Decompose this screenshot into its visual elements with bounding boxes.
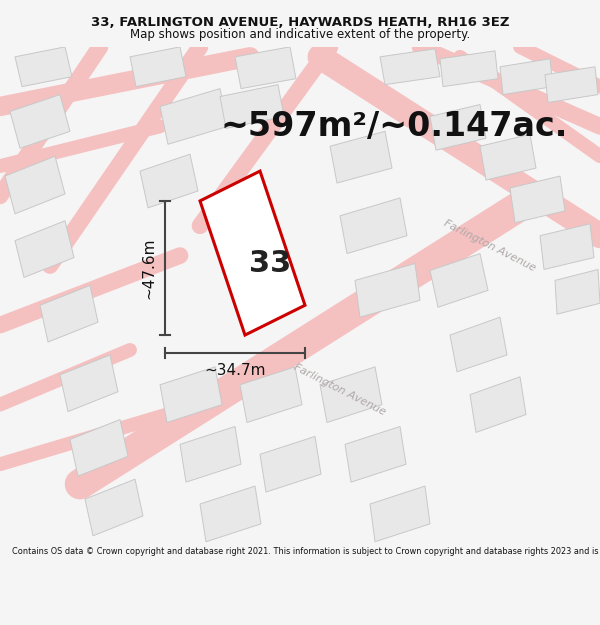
Polygon shape (5, 156, 65, 214)
Polygon shape (480, 134, 536, 180)
Polygon shape (450, 317, 507, 372)
Polygon shape (235, 47, 296, 89)
Text: Farlington Avenue: Farlington Avenue (442, 218, 538, 273)
Polygon shape (345, 426, 406, 482)
Polygon shape (380, 49, 440, 84)
Polygon shape (70, 419, 128, 476)
Polygon shape (430, 104, 486, 150)
Polygon shape (540, 224, 594, 269)
Text: 33, FARLINGTON AVENUE, HAYWARDS HEATH, RH16 3EZ: 33, FARLINGTON AVENUE, HAYWARDS HEATH, R… (91, 16, 509, 29)
Polygon shape (160, 89, 228, 144)
Polygon shape (330, 131, 392, 183)
Polygon shape (140, 154, 198, 208)
Polygon shape (130, 47, 186, 87)
Polygon shape (180, 426, 241, 482)
Polygon shape (10, 94, 70, 148)
Polygon shape (370, 486, 430, 542)
Polygon shape (160, 367, 222, 423)
Text: Map shows position and indicative extent of the property.: Map shows position and indicative extent… (130, 28, 470, 41)
Polygon shape (430, 254, 488, 308)
Polygon shape (510, 176, 565, 222)
Polygon shape (60, 355, 118, 412)
Polygon shape (40, 286, 98, 342)
Polygon shape (500, 59, 553, 94)
Polygon shape (545, 67, 598, 102)
Polygon shape (200, 171, 305, 335)
Text: 33: 33 (250, 249, 292, 278)
Polygon shape (260, 436, 321, 492)
Polygon shape (440, 51, 498, 87)
Polygon shape (15, 47, 72, 87)
Polygon shape (470, 377, 526, 432)
Polygon shape (85, 479, 143, 536)
Polygon shape (15, 221, 74, 278)
Polygon shape (220, 84, 284, 128)
Text: Contains OS data © Crown copyright and database right 2021. This information is : Contains OS data © Crown copyright and d… (12, 548, 600, 556)
Text: ~597m²/~0.147ac.: ~597m²/~0.147ac. (220, 110, 568, 143)
Polygon shape (555, 269, 600, 314)
Polygon shape (340, 198, 407, 254)
Text: Farlington Avenue: Farlington Avenue (292, 362, 388, 418)
Polygon shape (320, 367, 382, 423)
Text: ~34.7m: ~34.7m (204, 363, 266, 378)
Text: ~47.6m: ~47.6m (142, 238, 157, 299)
Polygon shape (240, 367, 302, 423)
Polygon shape (355, 264, 420, 317)
Polygon shape (200, 486, 261, 542)
